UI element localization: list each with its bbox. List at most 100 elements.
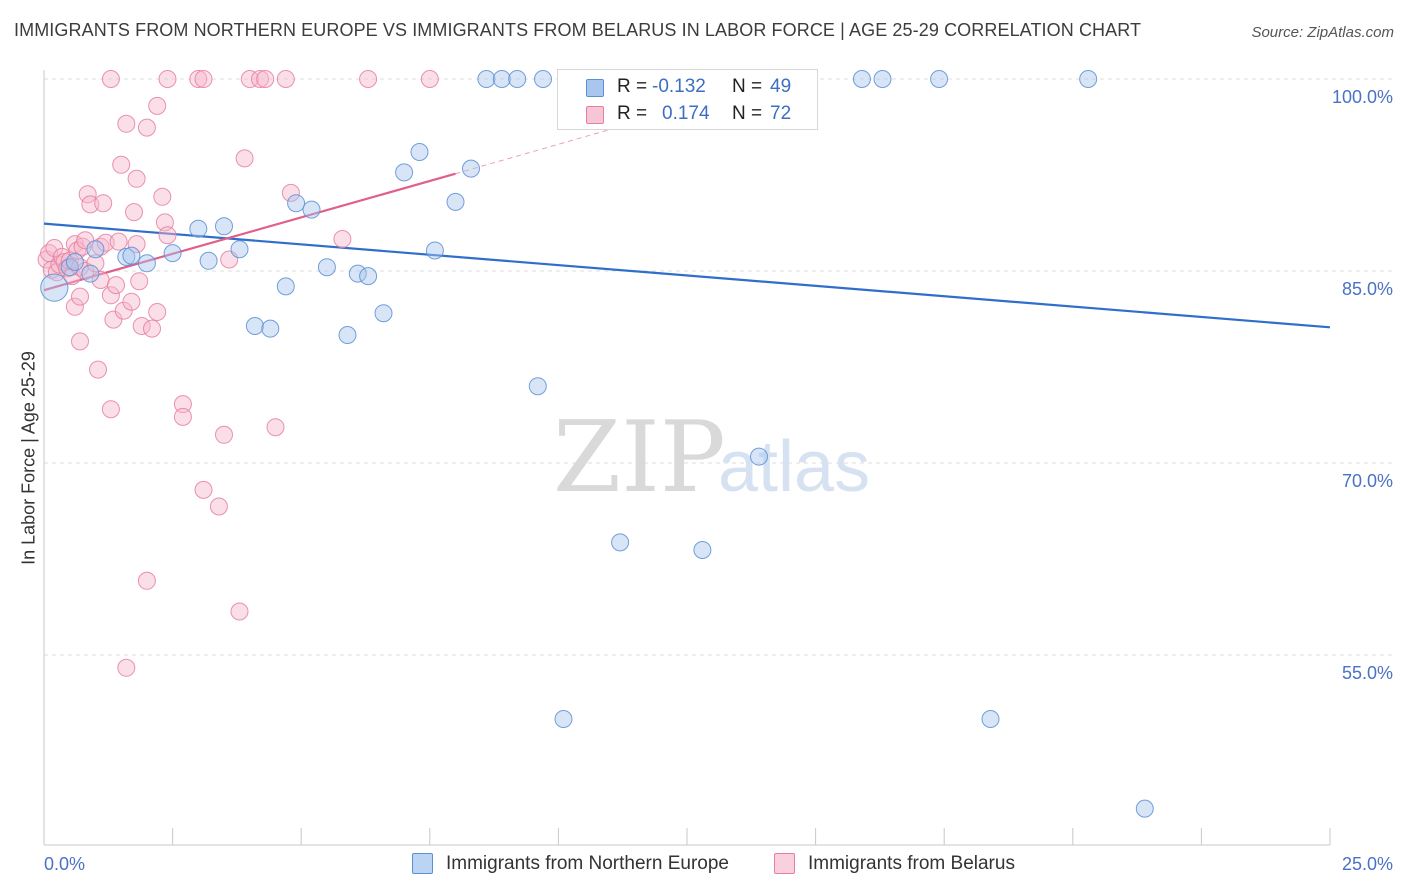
point-northern-europe	[189, 219, 208, 238]
point-belarus	[215, 425, 233, 444]
point-northern-europe	[611, 533, 630, 552]
legend-swatch-blue	[412, 853, 433, 874]
point-belarus	[127, 169, 146, 188]
point-northern-europe	[528, 377, 547, 396]
point-belarus	[96, 233, 115, 252]
point-belarus	[127, 235, 146, 254]
point-belarus	[230, 602, 249, 621]
point-northern-europe	[215, 217, 233, 236]
point-belarus	[130, 272, 149, 291]
point-belarus	[173, 395, 192, 414]
point-northern-europe	[359, 267, 378, 286]
point-belarus	[117, 658, 136, 677]
chart-title: IMMIGRANTS FROM NORTHERN EUROPE VS IMMIG…	[14, 20, 1142, 40]
point-belarus	[86, 254, 105, 273]
correlation-legend: R = -0.132 N = 49 R = 0.174 N = 72	[557, 69, 818, 130]
point-belarus	[132, 317, 151, 335]
x-tick-label: 25.0%	[1342, 854, 1393, 874]
point-northern-europe	[230, 240, 249, 259]
point-belarus	[122, 292, 141, 311]
point-belarus	[107, 276, 125, 295]
trend-line-northern-europe	[43, 222, 1331, 329]
point-belarus	[112, 155, 131, 174]
point-northern-europe	[852, 70, 871, 88]
legend-row-belarus: R = 0.174 N = 72	[558, 101, 817, 127]
source-credit: Source: ZipAtlas.com	[1251, 24, 1394, 41]
point-belarus	[109, 232, 128, 251]
point-belarus	[359, 70, 378, 88]
y-tick-label: 100.0%	[1332, 87, 1393, 107]
point-belarus	[114, 301, 133, 320]
point-belarus	[153, 187, 172, 206]
point-northern-europe	[462, 159, 480, 178]
data-points	[37, 70, 1154, 818]
point-belarus	[209, 497, 228, 516]
legend-n-label: N =	[732, 76, 763, 97]
legend-r-value: 0.174	[662, 103, 710, 124]
point-northern-europe	[410, 143, 429, 161]
point-belarus	[251, 70, 269, 88]
point-belarus	[333, 230, 352, 248]
point-northern-europe	[199, 251, 218, 270]
point-belarus	[194, 480, 213, 499]
legend-swatch-pink	[774, 853, 795, 874]
point-belarus	[76, 231, 95, 250]
point-northern-europe	[446, 192, 465, 211]
point-belarus	[117, 114, 136, 133]
point-belarus	[158, 226, 177, 245]
x-tick-labels: 0.0% 25.0%	[44, 854, 1393, 874]
point-northern-europe	[1079, 70, 1098, 88]
point-northern-europe	[86, 240, 105, 259]
point-northern-europe	[302, 200, 321, 219]
point-belarus	[148, 303, 167, 321]
legend-r-label: R =	[617, 103, 648, 124]
point-belarus	[101, 286, 120, 305]
point-belarus	[148, 96, 167, 115]
legend-n-value: 72	[770, 103, 792, 124]
legend-swatch-pink	[586, 106, 604, 124]
point-northern-europe	[40, 273, 69, 302]
point-belarus	[158, 70, 177, 88]
point-belarus	[173, 407, 192, 426]
legend-n-value: 49	[770, 76, 792, 97]
point-belarus	[81, 195, 100, 214]
y-tick-label: 70.0%	[1342, 471, 1393, 491]
point-belarus	[65, 297, 84, 316]
point-northern-europe	[137, 254, 156, 273]
point-northern-europe	[338, 326, 357, 344]
point-belarus	[276, 70, 295, 88]
point-northern-europe	[60, 258, 79, 277]
point-belarus	[137, 118, 156, 137]
point-northern-europe	[492, 70, 511, 88]
point-northern-europe	[348, 264, 367, 283]
point-northern-europe	[930, 70, 949, 88]
point-belarus	[101, 70, 120, 88]
point-belarus	[101, 400, 120, 419]
point-belarus	[76, 262, 95, 280]
point-northern-europe	[508, 70, 527, 88]
point-northern-europe	[425, 241, 444, 260]
legend-r-value: -0.132	[652, 76, 706, 97]
point-northern-europe	[163, 244, 182, 263]
point-northern-europe	[1135, 799, 1154, 818]
point-belarus	[235, 149, 254, 168]
point-northern-europe	[374, 304, 393, 323]
point-belarus	[266, 418, 285, 437]
point-belarus	[104, 310, 123, 329]
axes	[43, 70, 1331, 846]
point-northern-europe	[122, 246, 141, 265]
point-belarus	[137, 571, 156, 590]
watermark-zip: ZIP	[553, 401, 726, 515]
point-northern-europe	[276, 277, 295, 296]
y-tick-label: 55.0%	[1342, 663, 1393, 683]
x-tick-label: 0.0%	[44, 854, 85, 874]
point-northern-europe	[981, 710, 1000, 728]
watermark: ZIP atlas	[553, 401, 870, 515]
point-belarus	[71, 287, 89, 306]
point-belarus	[71, 332, 89, 351]
point-northern-europe	[477, 70, 496, 88]
point-belarus	[256, 70, 275, 88]
legend-swatch-blue	[586, 79, 604, 97]
point-northern-europe	[65, 253, 84, 271]
